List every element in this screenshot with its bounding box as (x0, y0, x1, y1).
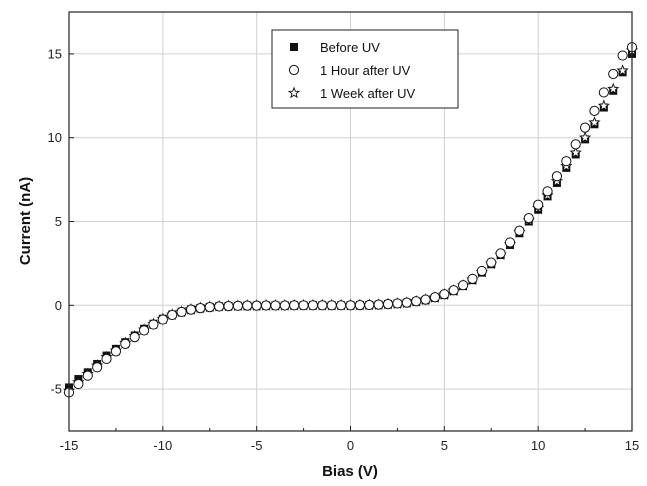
data-point (110, 346, 122, 357)
data-point (579, 122, 591, 133)
x-tick-label: 0 (347, 438, 354, 453)
data-point (458, 280, 469, 291)
data-point (523, 213, 534, 224)
data-point (251, 300, 262, 311)
y-tick-label: 10 (48, 130, 62, 145)
x-tick-label: 5 (441, 438, 448, 453)
data-point (298, 300, 309, 311)
y-tick-label: 0 (55, 298, 62, 313)
data-point (569, 146, 582, 159)
data-point (82, 370, 93, 381)
data-point (476, 265, 487, 277)
data-point (439, 289, 450, 300)
tick-labels: -15 -10 -5 0 5 10 15 -5 0 5 10 15 (48, 46, 640, 453)
data-point (317, 300, 328, 311)
data-point (607, 82, 620, 95)
data-point (616, 64, 629, 76)
legend-label-1-week-after-uv: 1 Week after UV (320, 86, 415, 101)
legend-marker-filled-square (290, 43, 298, 51)
legend-label-1-hour-after-uv: 1 Hour after UV (320, 63, 411, 78)
data-point (307, 300, 319, 311)
data-point (129, 332, 140, 343)
data-point (597, 99, 611, 112)
legend-marker-open-star (287, 86, 301, 99)
y-axis-title: Current (nA) (17, 177, 34, 265)
data-point (420, 294, 431, 305)
data-point (326, 300, 337, 311)
data-point (429, 292, 441, 303)
data-point (448, 285, 459, 296)
data-point (120, 338, 131, 349)
data-point (486, 257, 497, 268)
y-tick-label: 15 (48, 46, 62, 61)
data-point (411, 296, 422, 307)
data-point (242, 300, 253, 311)
data-point (504, 237, 516, 248)
data-point (617, 50, 628, 61)
series-1-hour-after-uv (63, 42, 638, 398)
data-point (467, 273, 478, 284)
x-axis-title: Bias (V) (322, 463, 378, 480)
data-point (176, 306, 187, 318)
data-point (138, 325, 150, 336)
data-point (214, 301, 225, 312)
data-point (401, 297, 412, 308)
data-point (73, 378, 84, 390)
data-point (92, 362, 103, 373)
data-point (373, 299, 384, 310)
x-tick-label: -15 (60, 438, 79, 453)
data-point (514, 225, 525, 236)
x-tick-label: 10 (531, 438, 545, 453)
data-point (289, 300, 300, 311)
data-point (279, 300, 290, 311)
legend-box (271, 29, 459, 109)
data-point (561, 156, 572, 167)
data-point (345, 300, 356, 311)
data-point (148, 319, 159, 330)
data-point (270, 300, 281, 311)
data-point (354, 300, 365, 311)
data-point (542, 186, 553, 197)
data-point (588, 116, 601, 128)
data-point (204, 302, 215, 313)
x-tick-label: -5 (251, 438, 263, 453)
data-point (608, 68, 619, 80)
data-point (260, 300, 272, 311)
data-series (62, 42, 639, 398)
data-point (578, 131, 592, 143)
y-tick-label: -5 (50, 382, 62, 397)
data-point (495, 248, 506, 259)
data-point (598, 87, 609, 98)
data-point (570, 139, 581, 150)
data-point (551, 171, 563, 182)
legend-marker-open-circle (288, 64, 300, 76)
data-point (589, 105, 600, 116)
x-tick-label: 15 (625, 438, 639, 453)
y-tick-label: 5 (55, 214, 62, 229)
data-point (232, 300, 243, 311)
data-point (101, 353, 112, 365)
data-point (223, 301, 234, 312)
legend-markers (287, 43, 301, 99)
data-point (167, 309, 178, 321)
data-point (392, 298, 403, 309)
legend-label-before-uv: Before UV (320, 40, 380, 55)
data-point (185, 304, 197, 315)
axis-ticks (68, 53, 633, 431)
data-point (382, 299, 394, 310)
data-point (364, 299, 375, 311)
x-tick-label: -10 (153, 438, 172, 453)
data-point (157, 314, 168, 325)
data-point (195, 303, 206, 314)
legend: Before UV 1 Hour after UV 1 Week after U… (271, 29, 459, 109)
data-point (533, 199, 544, 210)
data-point (336, 300, 347, 311)
